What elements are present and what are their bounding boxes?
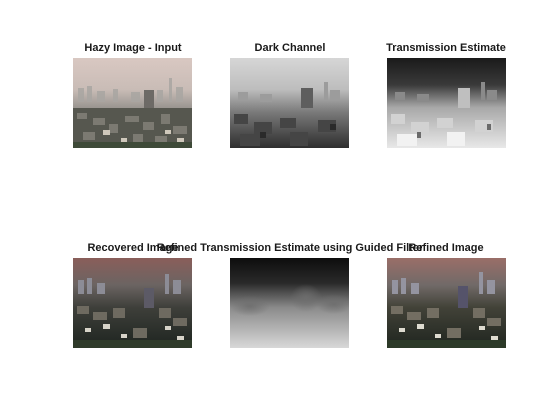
panel-title-refined-transmission: Refined Transmission Estimate using Guid…	[156, 242, 424, 254]
dark-channel-image	[230, 58, 349, 148]
recovered-image	[73, 258, 192, 348]
panel-title-refined-image: Refined Image	[408, 242, 484, 254]
refined-transmission-image	[230, 258, 349, 348]
hazy-input-image	[73, 58, 192, 148]
refined-image	[387, 258, 506, 348]
panel-title-dark-channel: Dark Channel	[254, 42, 326, 54]
panel-title-recovered-image: Recovered Image	[87, 242, 179, 254]
panel-title-transmission-estimate: Transmission Estimate	[386, 42, 506, 54]
panel-title-hazy-input: Hazy Image - Input	[84, 42, 182, 54]
transmission-estimate-image	[387, 58, 506, 148]
